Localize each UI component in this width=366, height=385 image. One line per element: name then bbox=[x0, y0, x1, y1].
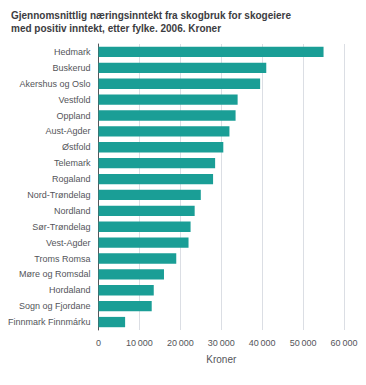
svg-text:10 000: 10 000 bbox=[126, 338, 153, 348]
svg-text:20 000: 20 000 bbox=[167, 338, 194, 348]
svg-text:40 000: 40 000 bbox=[249, 338, 276, 348]
svg-text:Vestfold: Vestfold bbox=[58, 95, 90, 105]
svg-text:0: 0 bbox=[96, 338, 101, 348]
svg-text:Aust-Agder: Aust-Agder bbox=[45, 126, 90, 136]
svg-text:Møre og Romsdal: Møre og Romsdal bbox=[19, 269, 91, 279]
svg-text:Finnmark Finnmárku: Finnmark Finnmárku bbox=[8, 317, 91, 327]
svg-text:50 000: 50 000 bbox=[290, 338, 317, 348]
svg-text:60 000: 60 000 bbox=[331, 338, 358, 348]
svg-text:Troms Romsa: Troms Romsa bbox=[34, 254, 90, 264]
svg-text:Telemark: Telemark bbox=[54, 158, 91, 168]
svg-text:Oppland: Oppland bbox=[56, 111, 90, 121]
svg-text:Rogaland: Rogaland bbox=[52, 174, 91, 184]
svg-text:Hedmark: Hedmark bbox=[54, 47, 91, 57]
svg-text:Nordland: Nordland bbox=[54, 206, 91, 216]
svg-text:Kroner: Kroner bbox=[206, 354, 237, 365]
svg-text:Buskerud: Buskerud bbox=[52, 63, 90, 73]
svg-text:Akershus og Oslo: Akershus og Oslo bbox=[19, 79, 90, 89]
svg-text:med positiv inntekt, etter fyl: med positiv inntekt, etter fylke. 2006. … bbox=[11, 23, 221, 34]
svg-text:Sør-Trøndelag: Sør-Trøndelag bbox=[32, 222, 90, 232]
svg-text:Gjennomsnittlig næringsinntekt: Gjennomsnittlig næringsinntekt fra skogb… bbox=[11, 10, 291, 21]
svg-text:Sogn og Fjordane: Sogn og Fjordane bbox=[19, 301, 91, 311]
svg-text:30 000: 30 000 bbox=[208, 338, 235, 348]
svg-text:Hordaland: Hordaland bbox=[49, 285, 91, 295]
svg-text:Nord-Trøndelag: Nord-Trøndelag bbox=[27, 190, 90, 200]
svg-text:Østfold: Østfold bbox=[62, 142, 91, 152]
svg-text:Vest-Agder: Vest-Agder bbox=[46, 238, 91, 248]
